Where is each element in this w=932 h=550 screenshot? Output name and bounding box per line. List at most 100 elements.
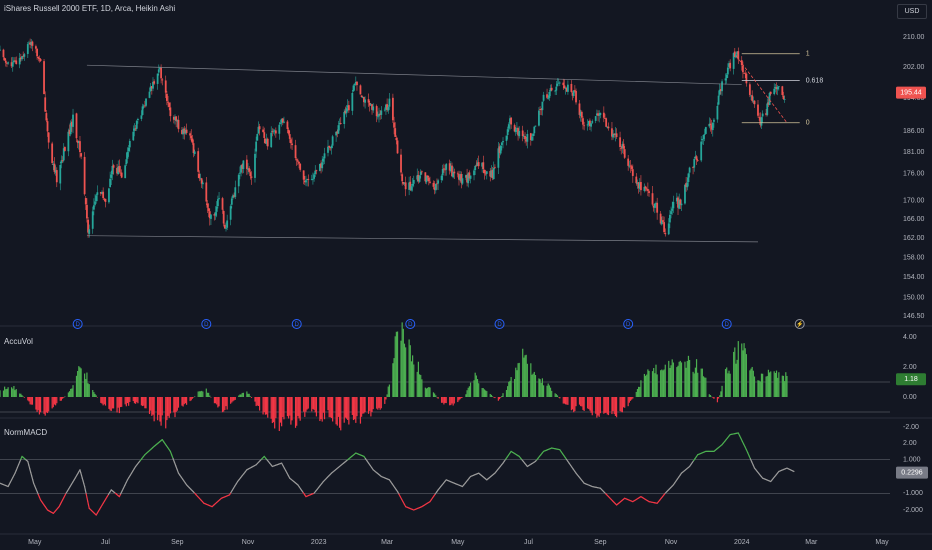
candle-body xyxy=(241,164,244,169)
accuvol-bar xyxy=(656,374,658,397)
accuvol-bar xyxy=(185,397,188,405)
normmacd-line-segment xyxy=(175,465,178,471)
time-axis-tick-label: 2023 xyxy=(311,539,327,546)
candle-body xyxy=(619,137,621,148)
accuvol-bar xyxy=(418,374,421,397)
candle-body xyxy=(264,138,267,144)
candle-body xyxy=(280,118,283,123)
candle-body xyxy=(278,124,281,134)
candle-body xyxy=(226,220,229,228)
accuvol-bar xyxy=(655,364,657,397)
candle-body xyxy=(773,88,776,95)
normmacd-line-segment xyxy=(84,485,86,491)
candle-body xyxy=(615,133,618,137)
accuvol-bar xyxy=(75,375,78,397)
candle-body xyxy=(62,148,65,161)
candle-body xyxy=(757,104,759,116)
accuvol-bar xyxy=(743,343,745,397)
accuvol-bar xyxy=(727,373,729,397)
candle-body xyxy=(571,92,574,96)
candle-body xyxy=(627,158,630,166)
candle-body xyxy=(167,101,169,103)
candle-body xyxy=(620,147,623,149)
candle-body xyxy=(87,219,89,233)
candle-body xyxy=(485,171,488,174)
candle-body xyxy=(662,220,664,222)
candle-body xyxy=(393,122,395,128)
accuvol-bar xyxy=(606,397,608,415)
candle-body xyxy=(742,65,744,73)
candle-body xyxy=(29,42,32,45)
candle-body xyxy=(11,62,14,67)
accuvol-bar xyxy=(21,395,23,397)
candle-body xyxy=(67,131,70,152)
candle-body xyxy=(77,141,80,144)
accuvol-bar xyxy=(385,397,387,400)
accuvol-bar xyxy=(249,396,251,397)
candle-body xyxy=(234,187,237,197)
accuvol-bar xyxy=(393,358,395,397)
accuvol-bar xyxy=(782,375,785,397)
accuvol-bar xyxy=(638,386,640,397)
candle-body xyxy=(550,87,553,91)
candle-body xyxy=(452,172,455,178)
accuvol-bar xyxy=(597,397,599,416)
candle-body xyxy=(587,120,590,125)
last-price-label: 195.44 xyxy=(900,90,922,97)
candle-body xyxy=(774,87,777,89)
accuvol-bar xyxy=(482,388,484,397)
currency-button[interactable]: USD xyxy=(897,4,927,19)
candle-body xyxy=(30,41,33,45)
candle-body xyxy=(198,173,201,179)
candle-body xyxy=(353,83,356,85)
accuvol-bar xyxy=(502,393,504,397)
accuvol-bar xyxy=(102,397,104,406)
accuvol-bar xyxy=(225,397,227,407)
accuvol-bar xyxy=(202,391,204,397)
candle-body xyxy=(667,223,670,235)
dividend-marker-label: D xyxy=(408,322,413,328)
accuvol-bar xyxy=(332,397,334,422)
candle-body xyxy=(79,141,81,153)
candle-body xyxy=(338,123,341,125)
accuvol-bar xyxy=(445,397,447,404)
normmacd-last-value-tag xyxy=(896,466,928,479)
candle-body xyxy=(274,130,277,134)
candle-body xyxy=(37,56,40,58)
candle-body xyxy=(555,86,558,91)
candle-body xyxy=(656,202,659,213)
normmacd-axis-tick-label: 1.000 xyxy=(903,457,921,464)
accuvol-bar xyxy=(233,397,235,401)
accuvol-bar xyxy=(532,373,534,397)
candle-body xyxy=(440,175,443,181)
accuvol-bar xyxy=(478,383,480,397)
accuvol-bar xyxy=(554,393,556,397)
candle-body xyxy=(563,85,566,89)
accuvol-bar xyxy=(640,380,642,397)
time-axis-tick-label: Nov xyxy=(242,539,255,546)
accuvol-bar xyxy=(500,397,502,398)
accuvol-bar xyxy=(449,397,451,406)
accuvol-axis-tick-label: 2.00 xyxy=(903,364,917,371)
candle-body xyxy=(307,179,310,180)
accuvol-bar xyxy=(680,362,683,397)
candle-body xyxy=(473,170,475,176)
candle-body xyxy=(92,205,95,210)
accuvol-bar xyxy=(549,387,552,397)
candle-body xyxy=(444,169,446,171)
accuvol-bar xyxy=(319,397,321,422)
accuvol-bar xyxy=(604,397,606,413)
candle-body xyxy=(636,182,639,184)
candle-body xyxy=(59,164,62,184)
accuvol-bar xyxy=(370,397,372,417)
accuvol-bar xyxy=(578,397,581,405)
accuvol-bar xyxy=(621,397,623,413)
candle-body xyxy=(141,106,144,115)
candle-body xyxy=(330,145,333,149)
candle-body xyxy=(315,170,318,172)
candle-body xyxy=(694,156,697,159)
candle-body xyxy=(383,109,386,111)
accuvol-bar xyxy=(208,392,210,397)
accuvol-bar xyxy=(774,372,776,397)
